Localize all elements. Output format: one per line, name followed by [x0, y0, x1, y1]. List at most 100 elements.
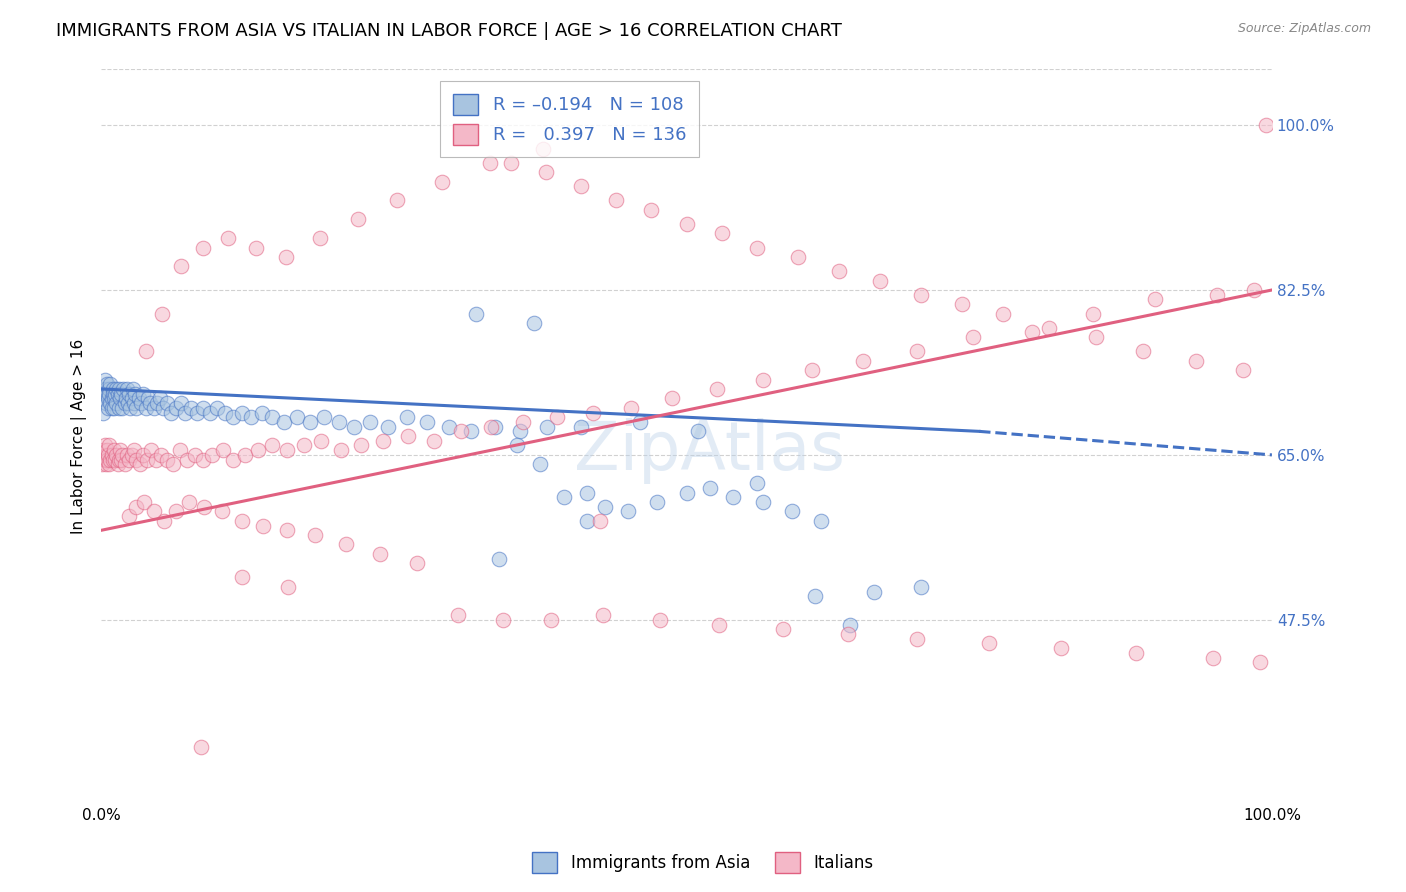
Point: [103, 443, 125, 458]
Point: [135, 344, 157, 359]
Point: [93, 452, 115, 467]
Point: [191, 241, 214, 255]
Point: [492, 613, 515, 627]
Point: [620, 401, 643, 415]
Point: [688, 425, 710, 439]
Point: [534, 165, 557, 179]
Point: [569, 179, 592, 194]
Point: [231, 405, 253, 419]
Point: [1254, 118, 1277, 132]
Point: [110, 386, 132, 401]
Point: [1205, 287, 1227, 301]
Point: [710, 227, 733, 241]
Point: [93, 443, 115, 458]
Point: [115, 448, 138, 462]
Point: [962, 330, 984, 344]
Point: [135, 401, 157, 415]
Point: [304, 528, 326, 542]
Point: [118, 452, 141, 467]
Point: [276, 524, 298, 538]
Point: [122, 443, 145, 458]
Point: [107, 386, 129, 401]
Point: [98, 382, 121, 396]
Point: [447, 608, 470, 623]
Point: [103, 401, 125, 415]
Point: [125, 500, 148, 514]
Point: [531, 142, 554, 156]
Point: [142, 504, 165, 518]
Point: [377, 419, 399, 434]
Point: [488, 551, 510, 566]
Point: [675, 485, 697, 500]
Point: [1021, 326, 1043, 340]
Point: [1232, 363, 1254, 377]
Point: [101, 382, 124, 396]
Point: [93, 386, 115, 401]
Point: [905, 344, 928, 359]
Point: [107, 458, 129, 472]
Point: [125, 452, 148, 467]
Point: [910, 287, 932, 301]
Point: [217, 231, 239, 245]
Point: [828, 264, 851, 278]
Point: [950, 297, 973, 311]
Point: [104, 452, 127, 467]
Text: ZipAtlas: ZipAtlas: [575, 417, 845, 483]
Point: [125, 401, 148, 415]
Point: [100, 396, 122, 410]
Point: [276, 443, 298, 458]
Point: [120, 401, 142, 415]
Point: [910, 580, 932, 594]
Point: [118, 509, 141, 524]
Point: [863, 584, 886, 599]
Point: [233, 448, 256, 462]
Point: [142, 401, 165, 415]
Point: [96, 377, 118, 392]
Point: [991, 307, 1014, 321]
Point: [121, 392, 143, 406]
Point: [108, 443, 131, 458]
Point: [262, 438, 284, 452]
Point: [546, 410, 568, 425]
Point: [111, 401, 134, 415]
Point: [165, 401, 187, 415]
Point: [94, 396, 117, 410]
Point: [575, 485, 598, 500]
Point: [169, 443, 191, 458]
Point: [107, 382, 129, 396]
Point: [104, 386, 127, 401]
Point: [593, 500, 616, 514]
Point: [869, 274, 891, 288]
Point: [523, 316, 546, 330]
Point: [128, 392, 150, 406]
Point: [277, 580, 299, 594]
Point: [285, 410, 308, 425]
Point: [569, 419, 592, 434]
Point: [94, 448, 117, 462]
Point: [222, 452, 245, 467]
Point: [98, 438, 121, 452]
Point: [839, 617, 862, 632]
Point: [180, 401, 202, 415]
Point: [745, 241, 768, 255]
Point: [387, 194, 409, 208]
Point: [706, 382, 728, 396]
Point: [174, 405, 197, 419]
Point: [198, 405, 221, 419]
Point: [512, 415, 534, 429]
Point: [640, 202, 662, 217]
Point: [247, 443, 270, 458]
Point: [212, 443, 235, 458]
Point: [298, 415, 321, 429]
Point: [464, 307, 486, 321]
Point: [628, 415, 651, 429]
Point: [810, 514, 832, 528]
Point: [592, 608, 614, 623]
Point: [184, 448, 207, 462]
Point: [675, 217, 697, 231]
Point: [1085, 330, 1108, 344]
Point: [1081, 307, 1104, 321]
Point: [460, 425, 482, 439]
Point: [100, 448, 122, 462]
Point: [177, 495, 200, 509]
